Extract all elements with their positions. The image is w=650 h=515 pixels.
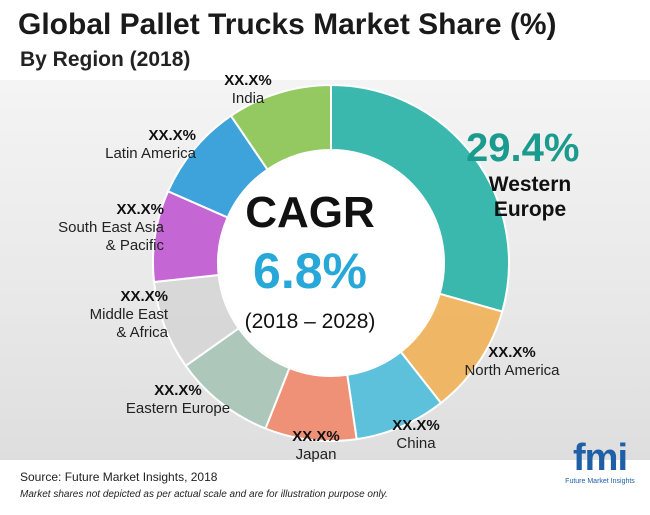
china-name: China [396, 435, 436, 452]
north-america-label: XX.X% North America [432, 344, 592, 380]
south-east-asia-name-2: & Pacific [105, 237, 164, 254]
chart-title: Global Pallet Trucks Market Share (%) [18, 8, 557, 41]
south-east-asia-name-1: South East Asia [58, 219, 164, 236]
source-note: Source: Future Market Insights, 2018 [20, 470, 218, 484]
slice-western-europe [330, 83, 510, 313]
cagr-period: (2018 – 2028) [244, 310, 376, 333]
india-name: India [231, 90, 265, 107]
cagr-value: 6.8% [253, 243, 367, 299]
middle-east-africa-name-1: Middle East [89, 306, 168, 323]
donut-center [219, 151, 443, 375]
disclaimer-note: Market shares not depicted as per actual… [20, 489, 388, 500]
south-east-asia-label: XX.X% South East Asia & Pacific [22, 201, 164, 255]
japan-label: XX.X% Japan [266, 428, 366, 464]
india-label: XX.X% India [208, 72, 288, 108]
latin-america-value: XX.X% [148, 127, 196, 144]
logo-tagline: Future Market Insights [565, 478, 635, 485]
india-value: XX.X% [224, 72, 272, 89]
chart-subtitle: By Region (2018) [20, 48, 191, 71]
latin-america-name: Latin America [105, 145, 196, 162]
south-east-asia-value: XX.X% [116, 201, 164, 218]
japan-value: XX.X% [292, 428, 340, 445]
latin-america-label: XX.X% Latin America [50, 127, 196, 163]
japan-name: Japan [295, 446, 337, 463]
cagr-label: CAGR [245, 188, 375, 237]
china-value: XX.X% [392, 417, 440, 434]
north-america-name: North America [464, 362, 560, 379]
eastern-europe-label: XX.X% Eastern Europe [108, 382, 248, 418]
western-europe-value: 29.4% [466, 126, 580, 170]
fmi-logo: fmi Future Market Insights [560, 438, 640, 485]
eastern-europe-name: Eastern Europe [125, 400, 231, 417]
north-america-value: XX.X% [488, 344, 536, 361]
middle-east-africa-label: XX.X% Middle East & Africa [40, 288, 168, 342]
logo-mark: fmi [573, 437, 628, 479]
china-label: XX.X% China [366, 417, 466, 453]
slice-india [229, 83, 332, 171]
middle-east-africa-value: XX.X% [120, 288, 168, 305]
eastern-europe-value: XX.X% [154, 382, 202, 399]
western-europe-label: Western Europe [488, 173, 572, 222]
middle-east-africa-name-2: & Africa [116, 324, 168, 341]
